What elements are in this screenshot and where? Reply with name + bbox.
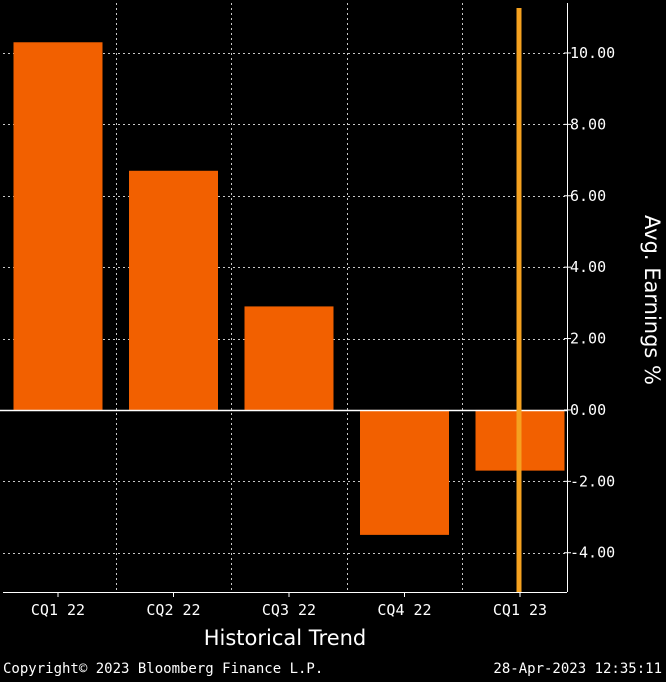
y-tick-label: 4.00 [570,258,606,276]
x-tick-label: CQ3 22 [262,601,316,619]
x-tick-label: CQ1 23 [493,601,547,619]
x-axis-title: Historical Trend [204,626,367,650]
x-tick-label: CQ1 22 [31,601,85,619]
y-tick-label: 2.00 [570,330,606,348]
y-axis-title: Avg. Earnings % [640,215,664,385]
y-tick-label: 10.00 [570,44,615,62]
bar-cq4-22 [360,409,449,535]
y-tick-label: 0.00 [570,401,606,419]
bar-cq3-22 [244,306,334,410]
axes [0,3,571,597]
bar-cq1-22 [13,42,103,410]
copyright-text: Copyright© 2023 Bloomberg Finance L.P. [3,661,323,677]
y-tick-label: -2.00 [570,472,615,490]
bar-cq2-22 [129,170,218,410]
bars [13,42,565,535]
grid-lines [3,3,567,592]
y-tick-label: 8.00 [570,115,606,133]
y-tick-label: -4.00 [570,544,615,562]
x-tick-label: CQ2 22 [146,601,200,619]
tick-labels: 10.00 8.00 6.00 4.00 2.00 0.00 -2.00 -4.00 CQ1 2… [31,44,615,619]
timestamp-text: 28-Apr-2023 12:35:11 [493,661,662,677]
y-tick-label: 6.00 [570,187,606,205]
x-tick-label: CQ4 22 [377,601,431,619]
